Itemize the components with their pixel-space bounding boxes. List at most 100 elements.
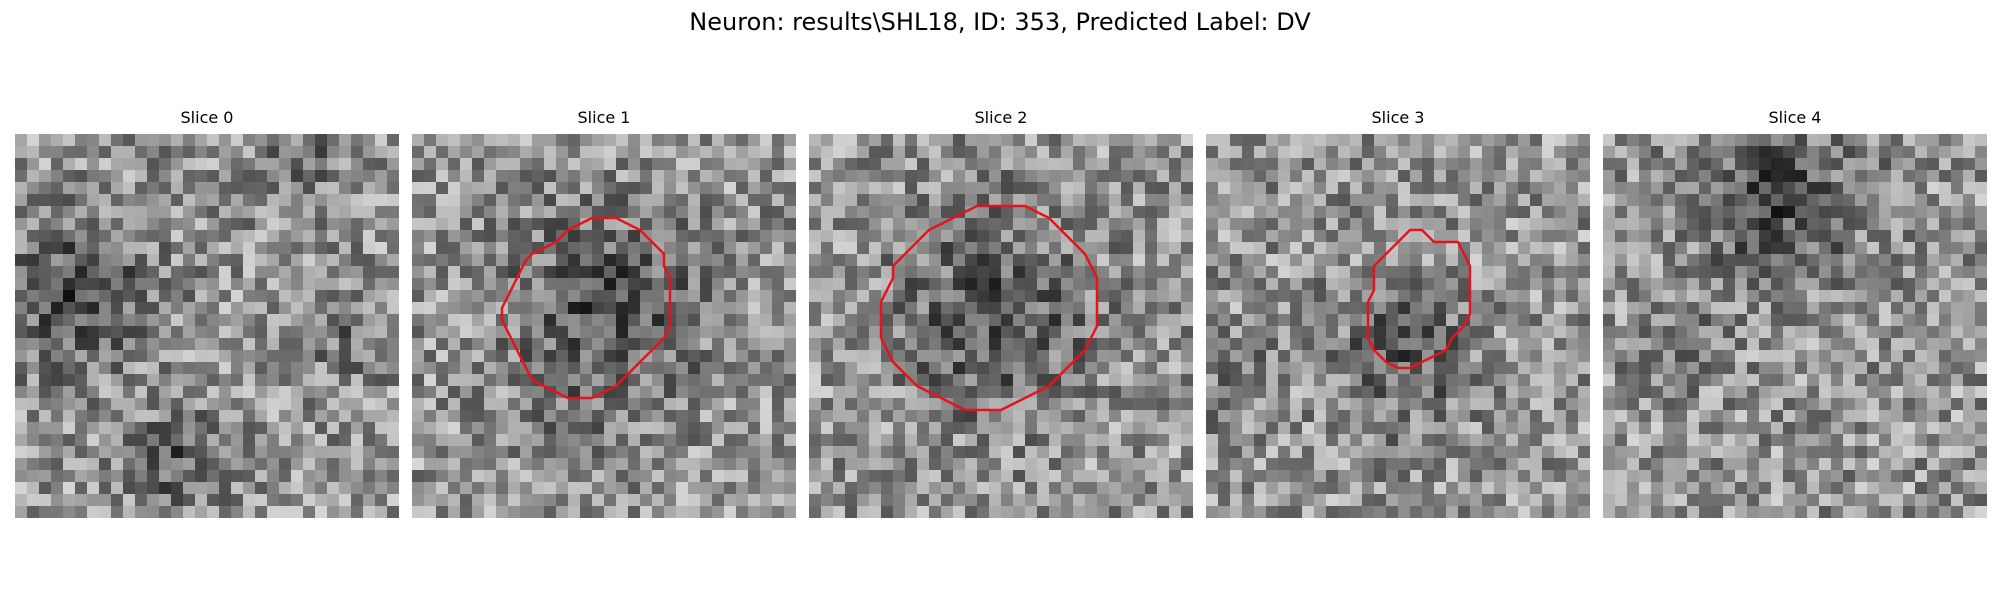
- image-pixel: [1242, 434, 1254, 446]
- image-pixel: [616, 314, 628, 326]
- image-pixel: [893, 170, 905, 182]
- image-pixel: [772, 458, 784, 470]
- image-pixel: [1639, 422, 1651, 434]
- image-pixel: [1783, 374, 1795, 386]
- image-pixel: [556, 194, 568, 206]
- image-pixel: [255, 218, 267, 230]
- image-pixel: [1627, 314, 1639, 326]
- image-pixel: [375, 362, 387, 374]
- image-pixel: [772, 302, 784, 314]
- image-pixel: [1410, 506, 1422, 518]
- image-pixel: [1723, 170, 1735, 182]
- image-pixel: [1037, 494, 1049, 506]
- image-pixel: [1362, 422, 1374, 434]
- image-pixel: [171, 446, 183, 458]
- image-pixel: [1819, 386, 1831, 398]
- image-pixel: [1723, 398, 1735, 410]
- image-pixel: [1049, 266, 1061, 278]
- image-pixel: [496, 326, 508, 338]
- image-pixel: [87, 158, 99, 170]
- image-pixel: [1278, 302, 1290, 314]
- image-pixel: [472, 218, 484, 230]
- image-pixel: [652, 350, 664, 362]
- image-pixel: [255, 266, 267, 278]
- image-pixel: [363, 494, 375, 506]
- image-pixel: [1482, 506, 1494, 518]
- image-pixel: [592, 338, 604, 350]
- image-pixel: [1446, 398, 1458, 410]
- image-pixel: [929, 446, 941, 458]
- image-pixel: [688, 470, 700, 482]
- image-pixel: [351, 302, 363, 314]
- image-pixel: [1362, 350, 1374, 362]
- image-pixel: [1133, 446, 1145, 458]
- image-pixel: [1939, 194, 1951, 206]
- image-pixel: [1037, 446, 1049, 458]
- image-pixel: [27, 422, 39, 434]
- image-pixel: [412, 374, 424, 386]
- image-pixel: [1085, 182, 1097, 194]
- image-pixel: [508, 290, 520, 302]
- image-pixel: [460, 182, 472, 194]
- image-pixel: [616, 218, 628, 230]
- image-pixel: [1867, 290, 1879, 302]
- image-pixel: [424, 458, 436, 470]
- image-pixel: [1518, 302, 1530, 314]
- image-pixel: [1783, 458, 1795, 470]
- image-pixel: [1302, 350, 1314, 362]
- image-pixel: [1085, 482, 1097, 494]
- image-pixel: [532, 314, 544, 326]
- image-pixel: [1037, 194, 1049, 206]
- image-pixel: [1711, 194, 1723, 206]
- image-pixel: [1795, 290, 1807, 302]
- image-pixel: [1073, 134, 1085, 146]
- image-pixel: [941, 302, 953, 314]
- image-pixel: [917, 314, 929, 326]
- image-pixel: [291, 506, 303, 518]
- image-pixel: [363, 302, 375, 314]
- image-pixel: [532, 338, 544, 350]
- image-pixel: [1073, 482, 1085, 494]
- image-pixel: [135, 146, 147, 158]
- image-pixel: [387, 362, 399, 374]
- image-pixel: [833, 146, 845, 158]
- image-pixel: [1181, 146, 1193, 158]
- image-pixel: [1386, 398, 1398, 410]
- image-pixel: [1783, 266, 1795, 278]
- image-pixel: [736, 302, 748, 314]
- image-pixel: [700, 266, 712, 278]
- image-pixel: [941, 170, 953, 182]
- image-pixel: [1290, 458, 1302, 470]
- image-pixel: [700, 374, 712, 386]
- image-pixel: [1687, 194, 1699, 206]
- image-pixel: [1482, 242, 1494, 254]
- image-pixel: [1133, 206, 1145, 218]
- image-pixel: [231, 338, 243, 350]
- image-pixel: [1290, 482, 1302, 494]
- image-pixel: [1302, 386, 1314, 398]
- image-pixel: [857, 362, 869, 374]
- image-pixel: [1530, 458, 1542, 470]
- image-pixel: [267, 242, 279, 254]
- image-pixel: [965, 206, 977, 218]
- image-pixel: [1615, 338, 1627, 350]
- image-pixel: [315, 446, 327, 458]
- image-pixel: [1687, 458, 1699, 470]
- image-pixel: [628, 266, 640, 278]
- image-pixel: [628, 374, 640, 386]
- image-pixel: [1157, 446, 1169, 458]
- image-pixel: [1386, 158, 1398, 170]
- image-pixel: [1410, 230, 1422, 242]
- image-pixel: [351, 218, 363, 230]
- image-pixel: [1687, 218, 1699, 230]
- image-pixel: [724, 170, 736, 182]
- image-pixel: [1350, 482, 1362, 494]
- image-pixel: [1218, 362, 1230, 374]
- image-pixel: [15, 410, 27, 422]
- image-pixel: [1410, 218, 1422, 230]
- image-pixel: [917, 386, 929, 398]
- image-pixel: [1097, 314, 1109, 326]
- image-pixel: [1013, 362, 1025, 374]
- image-pixel: [496, 170, 508, 182]
- image-pixel: [1615, 422, 1627, 434]
